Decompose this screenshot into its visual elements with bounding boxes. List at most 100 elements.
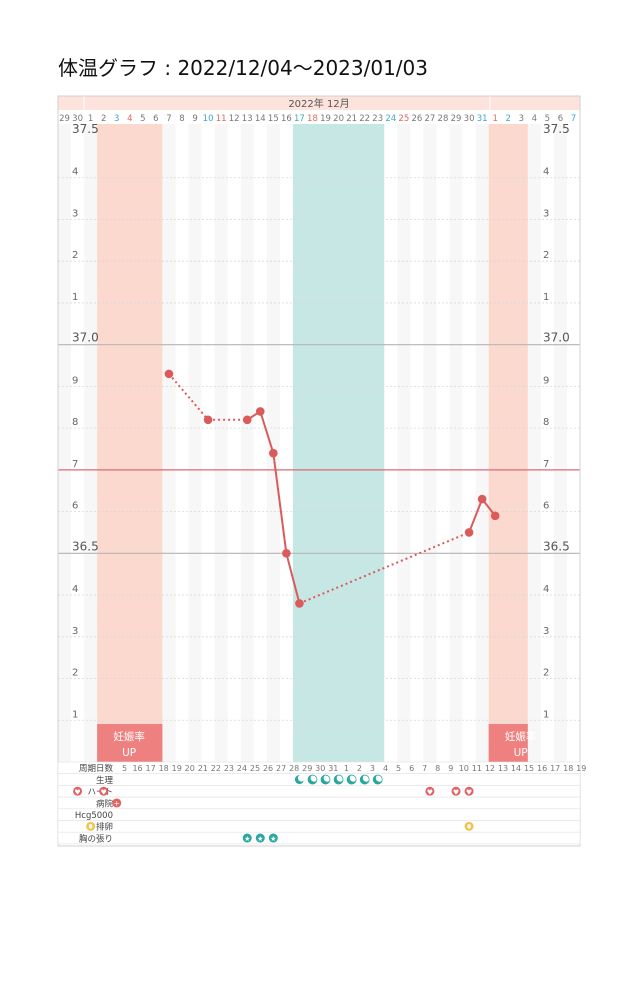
y-minor-label: 4 bbox=[72, 167, 78, 178]
y-minor-label: 1 bbox=[72, 709, 78, 720]
day-stripe bbox=[527, 124, 541, 762]
day-stripe bbox=[188, 124, 202, 762]
date-tick-label: 4 bbox=[127, 114, 132, 124]
temperature-point bbox=[203, 415, 213, 425]
hospital-icon bbox=[112, 798, 122, 808]
period-moon-icon bbox=[323, 774, 332, 782]
date-tick-label: 20 bbox=[333, 114, 344, 124]
temperature-point bbox=[242, 415, 252, 425]
breast-tension-icon bbox=[255, 833, 265, 843]
day-stripe bbox=[423, 124, 437, 762]
date-tick-label: 24 bbox=[385, 114, 396, 124]
heart-icon: ♥ bbox=[101, 788, 107, 796]
heart-icon bbox=[451, 786, 461, 796]
fertile-band bbox=[97, 124, 163, 762]
y-minor-label: 2 bbox=[543, 250, 549, 261]
temperature-point bbox=[464, 528, 474, 537]
series-line-segment bbox=[168, 373, 209, 421]
fertile-band bbox=[488, 124, 528, 762]
cycle-day-label: 17 bbox=[550, 764, 560, 773]
cycle-day-label: 1 bbox=[344, 764, 349, 773]
row-label: 胸の張り bbox=[79, 833, 113, 844]
period-moon-icon bbox=[375, 774, 384, 782]
date-tick-label: 27 bbox=[425, 114, 436, 124]
heart-icon: ♥ bbox=[453, 788, 459, 796]
badge-label: UP bbox=[122, 747, 136, 759]
cycle-day-label: 29 bbox=[302, 764, 312, 773]
cycle-day-label: 4 bbox=[383, 764, 388, 773]
y-minor-label: 1 bbox=[543, 292, 549, 303]
breast-tension-icon: ★ bbox=[257, 835, 263, 843]
date-tick-label: 8 bbox=[179, 114, 184, 124]
date-tick-label: 28 bbox=[438, 114, 449, 124]
y-minor-label: 2 bbox=[72, 668, 78, 679]
y-minor-label: 2 bbox=[72, 250, 78, 261]
date-tick-label: 14 bbox=[255, 114, 266, 124]
date-tick-label: 6 bbox=[153, 114, 158, 124]
date-tick-label: 1 bbox=[492, 114, 497, 124]
period-moon-icon bbox=[362, 774, 371, 782]
cycle-day-label: 23 bbox=[224, 764, 234, 773]
period-moon-icon bbox=[297, 774, 305, 782]
day-stripe bbox=[58, 124, 72, 762]
temperature-point bbox=[282, 549, 291, 558]
cycle-day-label: 22 bbox=[211, 764, 221, 773]
month-label: 2022年 12月 bbox=[288, 97, 349, 110]
cycle-day-label: 12 bbox=[485, 764, 495, 773]
cycle-day-label: 14 bbox=[511, 764, 521, 773]
y-minor-label: 4 bbox=[543, 584, 549, 595]
cycle-day-label: 16 bbox=[132, 764, 142, 773]
day-stripe bbox=[553, 124, 567, 762]
y-minor-label: 9 bbox=[72, 375, 78, 386]
fertility-badge bbox=[488, 724, 528, 762]
y-major-label: 37.0 bbox=[72, 331, 99, 345]
cycle-day-label: 5 bbox=[396, 764, 401, 773]
badge-label: UP bbox=[514, 747, 528, 759]
cycle-day-label: 17 bbox=[146, 764, 156, 773]
series-line-segment bbox=[259, 411, 275, 454]
date-tick-label: 23 bbox=[372, 114, 383, 124]
date-tick-label: 21 bbox=[346, 114, 357, 124]
date-tick-label: 2 bbox=[101, 114, 106, 124]
period-moon-icon bbox=[349, 774, 358, 782]
cycle-day-label: 18 bbox=[563, 764, 573, 773]
date-tick-label: 5 bbox=[140, 114, 145, 124]
cycle-day-label: 9 bbox=[448, 764, 453, 773]
date-tick-label: 30 bbox=[72, 114, 83, 124]
date-tick-label: 30 bbox=[464, 114, 475, 124]
cycle-day-label: 26 bbox=[263, 764, 273, 773]
y-minor-label: 3 bbox=[72, 626, 78, 637]
cycle-day-label: 24 bbox=[237, 764, 247, 773]
info-row bbox=[57, 820, 581, 833]
temperature-point bbox=[490, 511, 500, 521]
cycle-day-label: 15 bbox=[524, 764, 534, 773]
chart-frame bbox=[57, 95, 581, 847]
y-minor-label: 3 bbox=[72, 208, 78, 219]
date-tick-label: 7 bbox=[571, 114, 576, 124]
date-tick-label: 18 bbox=[307, 114, 318, 124]
fertility-badge bbox=[97, 724, 163, 762]
cycle-day-label: 19 bbox=[576, 764, 586, 773]
cycle-day-label: 27 bbox=[276, 764, 286, 773]
y-minor-label: 4 bbox=[543, 167, 549, 178]
series-line-segment bbox=[272, 453, 288, 554]
date-tick-label: 12 bbox=[229, 114, 240, 124]
cycle-day-label: 25 bbox=[250, 764, 260, 773]
y-major-label: 36.5 bbox=[72, 539, 99, 553]
page-title: 体温グラフ : 2022/12/04〜2023/01/03 bbox=[58, 56, 428, 80]
heart-icon bbox=[464, 786, 474, 796]
heart-icon bbox=[425, 786, 435, 796]
y-major-label: 36.5 bbox=[543, 539, 570, 553]
date-tick-label: 9 bbox=[192, 114, 197, 124]
day-stripe bbox=[240, 124, 254, 762]
row-label: Hcg5000 bbox=[75, 811, 113, 821]
y-minor-label: 3 bbox=[543, 626, 549, 637]
day-stripe bbox=[162, 124, 176, 762]
date-tick-label: 6 bbox=[558, 114, 563, 124]
breast-tension-icon: ★ bbox=[270, 835, 276, 843]
date-tick-label: 2 bbox=[506, 114, 511, 124]
date-tick-label: 29 bbox=[451, 114, 462, 124]
info-row bbox=[57, 773, 581, 786]
date-row bbox=[58, 110, 580, 124]
date-tick-label: 31 bbox=[477, 114, 488, 124]
